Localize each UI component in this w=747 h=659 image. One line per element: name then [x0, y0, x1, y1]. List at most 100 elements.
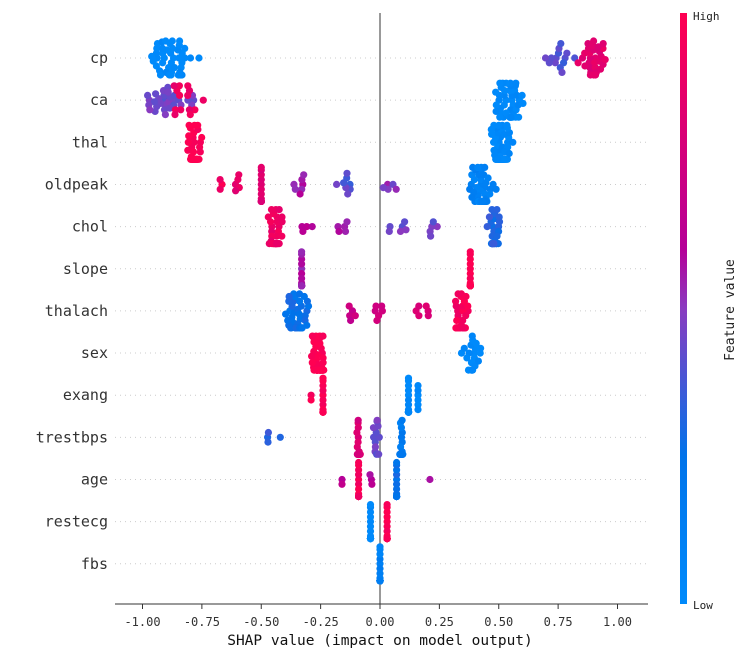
- shap-point: [469, 163, 477, 171]
- shap-point: [278, 232, 286, 240]
- shap-point: [378, 302, 386, 310]
- colorbar: [680, 13, 687, 604]
- shap-point: [196, 148, 204, 156]
- shap-point: [343, 218, 351, 226]
- feature-label: slope: [63, 260, 108, 278]
- shap-point: [264, 213, 272, 221]
- shap-point: [581, 49, 589, 57]
- shap-point: [462, 292, 470, 301]
- shap-point: [581, 62, 589, 70]
- shap-point: [184, 82, 192, 90]
- shap-point: [355, 458, 363, 467]
- shap-point: [484, 174, 492, 182]
- shap-point: [159, 59, 167, 67]
- shap-point: [175, 82, 183, 90]
- shap-point: [505, 149, 513, 158]
- shap-point: [177, 106, 185, 114]
- shap-point: [319, 408, 327, 416]
- shap-point: [176, 71, 184, 79]
- shap-point: [319, 359, 327, 367]
- shap-point: [376, 577, 384, 585]
- shap-point: [466, 282, 474, 290]
- shap-point: [513, 91, 521, 99]
- x-tick-label: -0.50: [243, 615, 279, 629]
- shap-point: [319, 374, 327, 382]
- shap-point: [341, 227, 350, 235]
- shap-point: [485, 213, 493, 221]
- shap-point: [278, 213, 286, 221]
- shap-point: [298, 324, 306, 332]
- shap-point: [264, 438, 272, 446]
- shap-point: [161, 111, 169, 119]
- shap-point: [494, 155, 502, 163]
- shap-point: [333, 180, 341, 188]
- feature-label: sex: [81, 344, 108, 362]
- shap-point: [195, 54, 203, 62]
- shap-point: [232, 187, 240, 195]
- shap-point: [308, 223, 316, 231]
- shap-point: [492, 185, 500, 193]
- shap-point: [372, 302, 380, 310]
- shap-point: [454, 290, 462, 298]
- colorbar-high-label: High: [693, 10, 720, 23]
- shap-point: [298, 282, 306, 290]
- shap-point: [383, 535, 391, 543]
- shap-point: [355, 492, 363, 501]
- shap-point: [464, 302, 472, 310]
- shap-point: [519, 99, 527, 107]
- shap-point: [146, 106, 154, 114]
- shap-point: [216, 176, 224, 184]
- shap-point: [257, 197, 265, 205]
- x-tick-label: 0.25: [425, 615, 454, 629]
- shap-point: [496, 113, 504, 121]
- shap-point: [296, 297, 304, 305]
- x-tick-label: -0.25: [303, 615, 339, 629]
- shap-point: [198, 133, 206, 142]
- shap-point: [296, 190, 304, 198]
- shap-point: [264, 428, 272, 437]
- shap-point: [164, 88, 172, 96]
- shap-point: [345, 302, 353, 310]
- shap-point: [401, 218, 409, 226]
- shap-point: [181, 54, 189, 62]
- shap-point: [472, 339, 480, 347]
- shap-point: [285, 292, 293, 301]
- shap-point: [563, 49, 571, 57]
- shap-point: [316, 366, 324, 374]
- colorbar-low-label: Low: [693, 599, 713, 612]
- shap-point: [493, 206, 501, 214]
- shap-point: [185, 132, 193, 140]
- shap-point: [414, 406, 422, 414]
- shap-point: [166, 104, 174, 112]
- shap-point: [479, 197, 487, 205]
- shap-point: [216, 185, 224, 193]
- shap-point: [184, 91, 192, 99]
- shap-point: [284, 316, 292, 325]
- x-axis-label: SHAP value (impact on model output): [227, 633, 533, 649]
- shap-point: [492, 101, 500, 109]
- shap-point: [453, 316, 461, 325]
- shap-point: [298, 248, 306, 256]
- shap-point: [144, 91, 152, 99]
- shap-point: [493, 232, 501, 240]
- shap-point: [591, 71, 600, 79]
- feature-label: trestbps: [36, 428, 108, 446]
- shap-point: [383, 501, 391, 509]
- shap-point: [152, 90, 160, 98]
- shap-point: [422, 302, 430, 310]
- shap-point: [307, 396, 315, 404]
- shap-point: [433, 223, 441, 231]
- shap-point: [496, 79, 504, 87]
- shap-point: [460, 344, 468, 352]
- x-tick-label: -0.75: [184, 615, 220, 629]
- shap-point: [176, 37, 184, 45]
- shap-point: [186, 111, 194, 119]
- shap-point: [474, 163, 482, 171]
- shap-point: [181, 44, 189, 53]
- shap-point: [171, 111, 179, 119]
- shap-point: [194, 121, 202, 129]
- shap-point: [541, 54, 550, 62]
- shap-point: [275, 206, 283, 214]
- shap-point: [276, 433, 284, 441]
- shap-point: [397, 450, 405, 458]
